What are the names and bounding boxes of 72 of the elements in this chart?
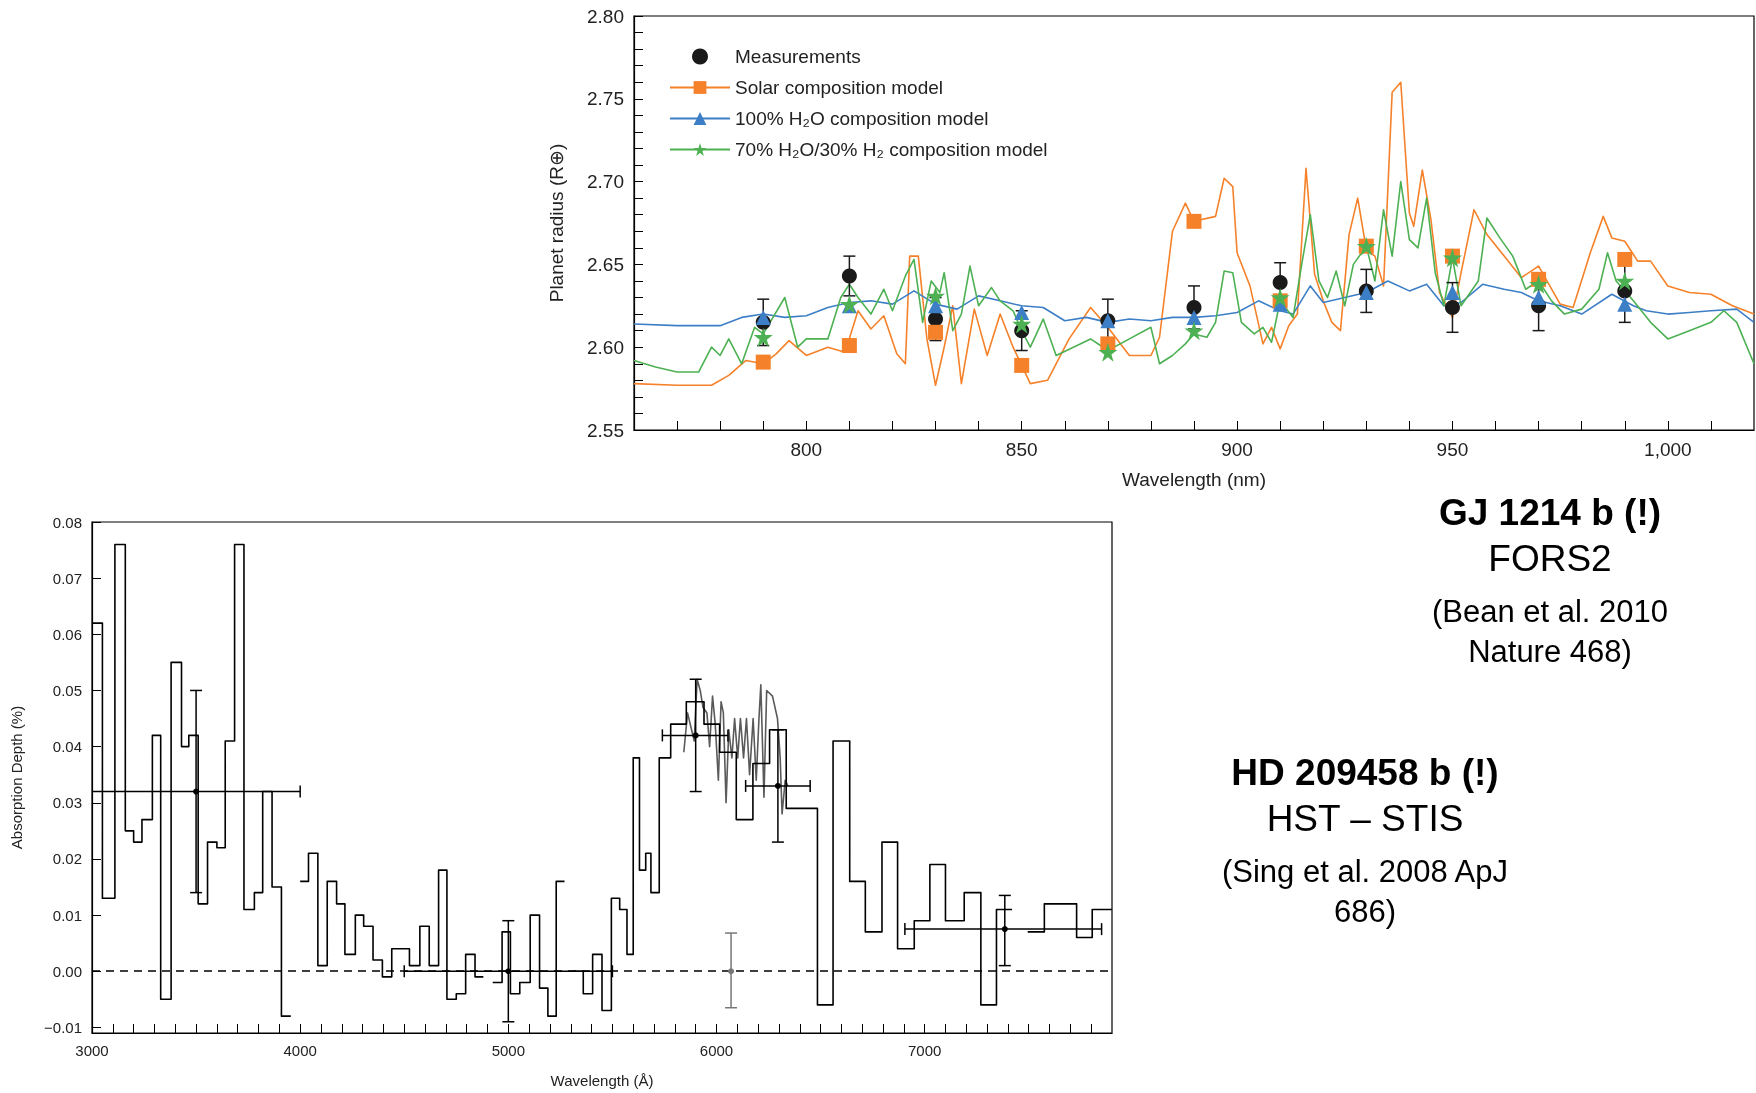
x-tick-label: 850 xyxy=(1005,439,1038,460)
legend-label: Measurements xyxy=(735,46,861,67)
x-tick-label: 800 xyxy=(790,439,823,460)
x-tick-label: 6000 xyxy=(699,1042,734,1059)
text: (Bean et al. 2010 Nature 468) xyxy=(1430,593,1670,671)
point xyxy=(1001,926,1008,933)
line-series xyxy=(633,180,1755,373)
point xyxy=(753,327,773,347)
x-tick-label: 4000 xyxy=(283,1042,317,1059)
y-tick-label: 0.00 xyxy=(52,962,82,980)
y-tick-label: −0.01 xyxy=(44,1018,82,1036)
point xyxy=(755,354,771,370)
point xyxy=(1531,290,1547,306)
point xyxy=(841,268,857,284)
point xyxy=(692,732,699,739)
line-series xyxy=(633,81,1755,387)
x-axis-title: Wavelength (Å) xyxy=(550,1072,654,1089)
x-tick-label: 5000 xyxy=(491,1042,526,1059)
point xyxy=(505,968,512,975)
point xyxy=(1186,309,1202,325)
y-tick-label: 2.75 xyxy=(587,88,624,110)
y-tick-label: 0.04 xyxy=(52,738,82,756)
legend-label: Solar composition model xyxy=(735,77,944,98)
text: FORS2 xyxy=(1487,537,1613,581)
legend-label: 70% H₂O/30% H₂ composition model xyxy=(735,139,1048,160)
x-axis-title: Wavelength (nm) xyxy=(1122,469,1266,490)
text: (Sing et al. 2008 ApJ 686) xyxy=(1220,853,1510,931)
point xyxy=(1444,299,1460,315)
x-tick-label: 950 xyxy=(1436,439,1469,460)
x-tick-label: 7000 xyxy=(907,1042,942,1059)
y-tick-label: 2.80 xyxy=(587,5,624,27)
text: HD 209458 b (!) xyxy=(1230,751,1500,795)
point xyxy=(1184,321,1204,341)
point xyxy=(928,324,944,340)
point xyxy=(1186,299,1202,315)
point xyxy=(1186,213,1202,229)
point xyxy=(1014,357,1030,373)
line-series xyxy=(683,678,789,815)
point xyxy=(728,968,735,975)
point xyxy=(1529,274,1549,294)
point xyxy=(841,338,857,354)
point xyxy=(1014,304,1030,320)
y-tick-label: 0.02 xyxy=(52,850,82,868)
point xyxy=(755,309,771,325)
point xyxy=(1098,342,1118,362)
y-axis-title: Planet radius (R⊕) xyxy=(546,143,567,303)
y-tick-label: 2.70 xyxy=(587,171,624,193)
point xyxy=(1012,314,1032,334)
text: GJ 1214 b (!) xyxy=(1437,491,1663,535)
x-tick-label: 900 xyxy=(1221,439,1253,460)
point xyxy=(926,286,946,306)
y-axis-title: Absorption Depth (%) xyxy=(8,705,25,850)
y-tick-label: 0.05 xyxy=(52,681,82,699)
x-tick-label: 3000 xyxy=(75,1042,109,1059)
point xyxy=(774,782,781,789)
y-tick-label: 0.01 xyxy=(52,906,82,924)
y-tick-label: 0.03 xyxy=(52,794,82,812)
point xyxy=(1617,251,1633,267)
point xyxy=(1617,296,1633,312)
legend-label: 100% H₂O composition model xyxy=(735,108,989,129)
y-tick-label: 0.07 xyxy=(52,569,82,587)
x-tick-label: 1,000 xyxy=(1644,439,1692,460)
point xyxy=(1272,275,1288,291)
y-tick-label: 0.06 xyxy=(52,625,82,643)
point xyxy=(1615,271,1635,291)
point xyxy=(1270,288,1290,308)
y-tick-label: 2.60 xyxy=(587,336,624,358)
y-tick-label: 2.55 xyxy=(587,419,624,441)
point xyxy=(1444,285,1460,301)
text: HST – STIS xyxy=(1265,797,1465,841)
y-tick-label: 0.08 xyxy=(52,513,82,531)
y-tick-label: 2.65 xyxy=(587,253,624,275)
